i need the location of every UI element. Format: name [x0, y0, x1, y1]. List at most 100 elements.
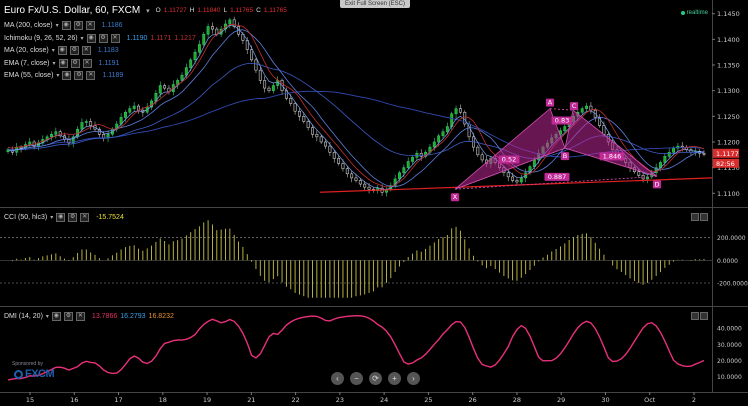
visibility-icon[interactable]: ◉ [62, 71, 72, 80]
visibility-icon[interactable]: ◉ [51, 312, 61, 321]
indicator-value: 1.1186 [101, 22, 123, 29]
time-tick-label: 21 [247, 396, 255, 404]
zoom-out-button[interactable]: − [350, 372, 363, 385]
close-icon[interactable]: ✕ [80, 213, 90, 222]
chevron-down-icon[interactable]: ▾ [146, 7, 150, 15]
dmi-tick-label: 30.0000 [717, 342, 742, 349]
chevron-down-icon[interactable]: ▾ [56, 73, 60, 79]
scroll-left-button[interactable]: ‹ [331, 372, 344, 385]
exit-fullscreen-button[interactable]: Exit Full Screen (ESC) [340, 0, 410, 8]
time-tick-label: 28 [513, 396, 521, 404]
visibility-icon[interactable]: ◉ [57, 46, 67, 55]
price-tick-label: 1.1400 [717, 36, 740, 44]
current-time-label: 82:56 [716, 160, 735, 168]
candle-body [411, 157, 414, 162]
ichimoku-line [7, 24, 705, 188]
chevron-down-icon[interactable]: ▾ [45, 314, 49, 320]
dmi-tick-label: 40.0000 [717, 326, 742, 333]
close-icon[interactable]: ✕ [81, 46, 91, 55]
close-icon[interactable]: ✕ [85, 21, 95, 30]
indicator-label[interactable]: EMA (7, close) [4, 59, 50, 67]
reset-button[interactable]: ⟳ [369, 372, 382, 385]
pane-maximize-icon[interactable] [691, 312, 699, 320]
candle-body [602, 125, 606, 135]
candle-body [80, 122, 84, 130]
indicator-value: 1.1217 [174, 34, 196, 42]
candle-body [6, 149, 10, 152]
zoom-in-button[interactable]: + [388, 372, 401, 385]
fxcm-swirl-icon [14, 369, 23, 379]
settings-icon[interactable]: ⚙ [74, 71, 84, 80]
settings-icon[interactable]: ⚙ [68, 213, 78, 222]
time-tick-label: 24 [380, 396, 388, 404]
pattern-point-b: B [563, 152, 567, 160]
candle-body [345, 168, 349, 175]
candle-body [289, 98, 293, 104]
cci-label[interactable]: CCI (50, hlc3) [4, 214, 48, 221]
pane-close-icon[interactable] [700, 312, 708, 320]
pattern-ratio-xb-bg [498, 155, 520, 164]
indicator-label[interactable]: Ichimoku (9, 26, 52, 26) [4, 34, 78, 42]
settings-icon[interactable]: ⚙ [98, 33, 108, 43]
candle-body [680, 145, 684, 148]
pattern-ratio-bd-bg [599, 152, 625, 161]
close-icon[interactable]: ✕ [86, 71, 96, 80]
candle-body [437, 135, 441, 143]
pane-controls[interactable] [691, 213, 708, 221]
settings-icon[interactable]: ⚙ [73, 21, 83, 30]
dmi-legend: DMI (14, 20) ▾ ◉ ⚙ ✕ 13.7866 16.2793 16.… [4, 312, 174, 321]
candle-body [528, 166, 532, 174]
candle-body [319, 136, 323, 143]
pane-maximize-icon[interactable] [691, 213, 699, 221]
adx-line [7, 314, 705, 381]
candle-body [189, 59, 193, 68]
candle-body [398, 172, 401, 180]
time-tick-label: 18 [159, 396, 167, 404]
pattern-xb [454, 147, 566, 190]
pane-controls[interactable] [691, 312, 708, 320]
dmi-label[interactable]: DMI (14, 20) [4, 313, 43, 320]
close-icon[interactable]: ✕ [75, 312, 85, 321]
price-tick-label: 1.1200 [717, 138, 740, 146]
time-tick-label: 25 [424, 396, 432, 404]
candle-body [337, 158, 341, 164]
chevron-down-icon[interactable]: ▾ [52, 60, 56, 67]
settings-icon[interactable]: ⚙ [70, 58, 80, 68]
candle-body [271, 85, 275, 91]
ohlc-key: O [155, 7, 161, 14]
chevron-down-icon[interactable]: ▾ [55, 23, 59, 29]
visibility-icon[interactable]: ◉ [61, 21, 71, 30]
dmi-value-3: 16.8232 [148, 313, 174, 320]
settings-icon[interactable]: ⚙ [69, 46, 79, 55]
candle-body [672, 147, 675, 153]
time-tick-label: 23 [336, 396, 344, 404]
indicator-label[interactable]: EMA (55, close) [4, 72, 54, 79]
scroll-right-button[interactable]: › [407, 372, 420, 385]
close-icon[interactable]: ✕ [82, 58, 92, 68]
candle-body [311, 127, 314, 135]
candle-body [202, 33, 206, 45]
pattern-ratio-xd-bg [544, 172, 570, 181]
candle-body [663, 156, 667, 163]
candle-body [298, 110, 301, 117]
indicator-label[interactable]: MA (20, close) [4, 47, 49, 54]
chevron-down-icon[interactable]: ▾ [51, 48, 55, 54]
visibility-icon[interactable]: ◉ [58, 58, 68, 68]
settings-icon[interactable]: ⚙ [63, 312, 73, 321]
pane-close-icon[interactable] [700, 213, 708, 221]
chevron-down-icon[interactable]: ▾ [50, 215, 54, 221]
visibility-icon[interactable]: ◉ [86, 33, 96, 43]
chevron-down-icon[interactable]: ▾ [80, 35, 84, 42]
current-price-tag [713, 148, 739, 158]
visibility-icon[interactable]: ◉ [56, 213, 66, 222]
indicator-row: Ichimoku (9, 26, 52, 26) ▾ ◉ ⚙ ✕ 1.1190 1.1171… [4, 33, 196, 43]
indicator-label[interactable]: MA (200, close) [4, 22, 53, 29]
pattern-point-a-bg [545, 98, 555, 107]
dmi-tick-label: 10.0000 [717, 374, 742, 381]
symbol-title[interactable]: Euro Fx/U.S. Dollar, 60, FXCM [4, 5, 141, 16]
candle-body [211, 26, 214, 30]
ema-7-line [7, 25, 705, 190]
close-icon[interactable]: ✕ [110, 33, 120, 43]
fxcm-logo[interactable]: FXCM [14, 368, 55, 380]
